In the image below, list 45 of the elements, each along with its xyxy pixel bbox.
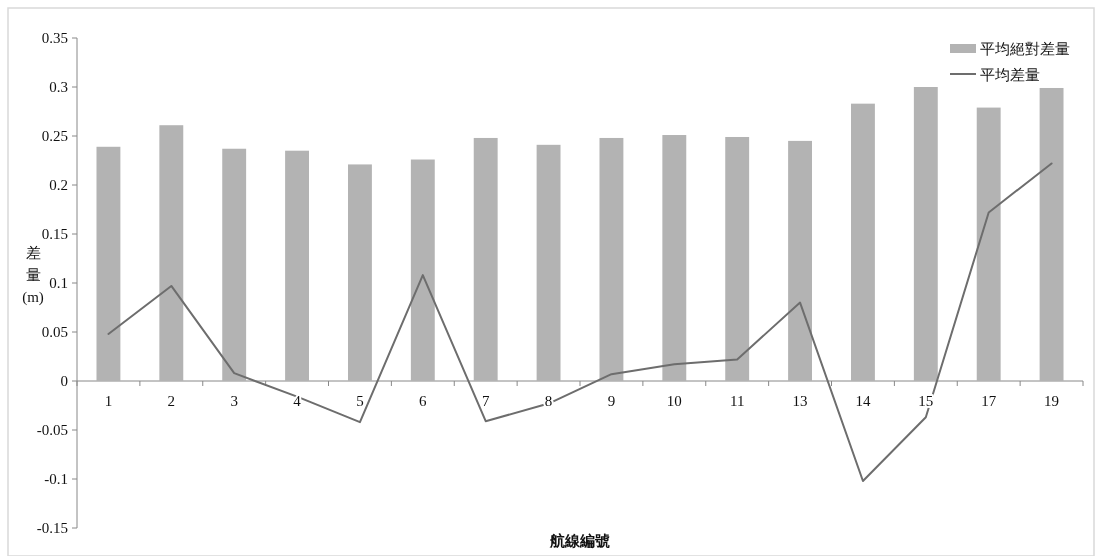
bar xyxy=(285,150,310,381)
x-tick-label: 3 xyxy=(230,393,238,409)
legend-label: 平均絕對差量 xyxy=(980,41,1070,57)
bar xyxy=(976,107,1001,381)
legend-label: 平均差量 xyxy=(980,67,1040,83)
y-tick-label: -0.05 xyxy=(36,422,68,438)
y-tick-label: 0.1 xyxy=(49,275,68,291)
x-tick-label: 17 xyxy=(981,393,997,409)
bar xyxy=(662,135,687,381)
y-tick-label: 0.35 xyxy=(41,30,68,46)
bar xyxy=(536,144,561,381)
x-tick-label: 10 xyxy=(666,393,682,409)
x-tick-label: 19 xyxy=(1044,393,1060,409)
x-tick-label: 4 xyxy=(293,393,302,409)
y-axis-title: 差量 (m) xyxy=(22,245,44,306)
bar xyxy=(96,146,121,381)
bar xyxy=(913,87,938,381)
x-tick-label: 13 xyxy=(792,393,808,409)
x-axis-title: 航線編號 xyxy=(549,532,610,549)
x-tick-label: 7 xyxy=(481,393,490,409)
bar xyxy=(347,164,372,381)
x-tick-label: 1 xyxy=(104,393,113,409)
x-tick-label: 6 xyxy=(419,393,428,409)
y-tick-label: 0.2 xyxy=(49,177,68,193)
y-tick-label: -0.15 xyxy=(36,520,68,536)
y-tick-label: 0.25 xyxy=(41,128,68,144)
bar xyxy=(410,159,435,381)
bar xyxy=(788,140,813,381)
x-tick-label: 5 xyxy=(356,393,364,409)
bar xyxy=(850,103,875,381)
bar xyxy=(222,148,247,381)
bar xyxy=(473,137,498,381)
y-tick-label: 0.3 xyxy=(49,79,68,95)
bar xyxy=(599,137,624,381)
bar xyxy=(1039,87,1064,381)
x-tick-label: 9 xyxy=(607,393,616,409)
x-tick-label: 11 xyxy=(729,393,745,409)
bar xyxy=(159,125,184,381)
x-tick-label: 2 xyxy=(167,393,176,409)
y-tick-label: 0 xyxy=(60,373,68,389)
y-tick-label: -0.1 xyxy=(44,471,68,487)
y-tick-label: 0.05 xyxy=(41,324,68,340)
bar xyxy=(725,136,750,381)
x-tick-label: 14 xyxy=(855,393,871,409)
y-tick-label: 0.15 xyxy=(41,226,68,242)
